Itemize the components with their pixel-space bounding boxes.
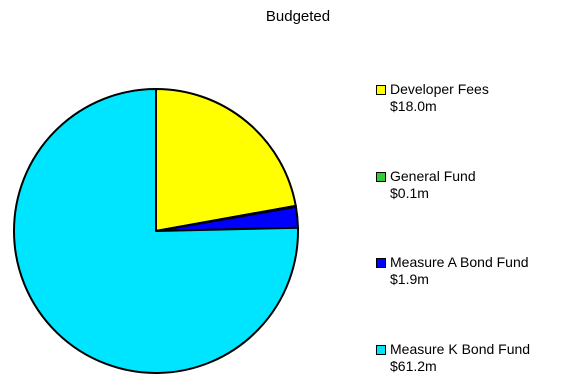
legend-swatch <box>376 345 386 355</box>
legend-label: Measure K Bond Fund <box>390 341 531 357</box>
legend-value: $1.9m <box>390 271 429 287</box>
chart-title: Budgeted <box>265 8 331 25</box>
pie-slice-measure-k-bond-fund <box>13 88 299 374</box>
legend-value: $61.2m <box>390 358 437 374</box>
legend-swatch <box>376 172 386 182</box>
pie-slice-developer-fees <box>155 88 297 232</box>
legend-swatch <box>376 258 386 268</box>
legend-label: Developer Fees <box>390 81 489 97</box>
legend-swatch <box>376 85 386 95</box>
legend-value: $18.0m <box>390 98 437 114</box>
legend-label: Measure A Bond Fund <box>390 254 529 270</box>
legend-label: General Fund <box>390 168 476 184</box>
legend-value: $0.1m <box>390 185 429 201</box>
pie-chart <box>13 88 299 374</box>
